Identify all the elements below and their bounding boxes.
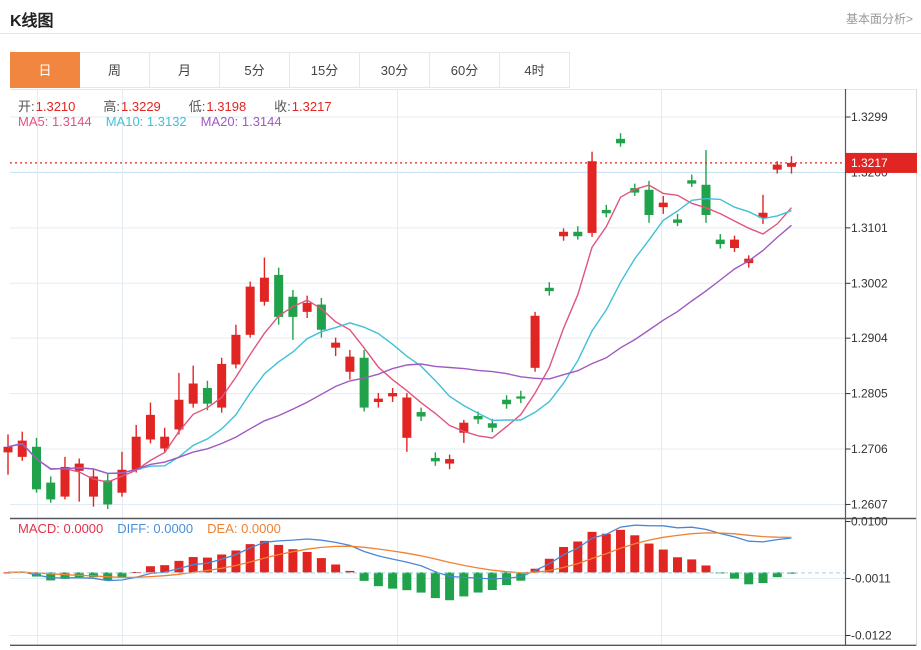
tab-月[interactable]: 月 bbox=[150, 52, 220, 88]
svg-text:1.2706: 1.2706 bbox=[851, 442, 888, 456]
svg-text:1.3299: 1.3299 bbox=[851, 110, 888, 124]
tab-5分[interactable]: 5分 bbox=[220, 52, 290, 88]
candlestick-chart[interactable]: 1.32991.32001.31011.30021.29041.28051.27… bbox=[0, 89, 921, 646]
svg-text:1.3217: 1.3217 bbox=[851, 156, 888, 170]
tab-30分[interactable]: 30分 bbox=[360, 52, 430, 88]
period-tabbar: 日周月 5分 15分 30分 60分 4时 bbox=[10, 52, 916, 90]
tab-15分[interactable]: 15分 bbox=[290, 52, 360, 88]
svg-text:1.3002: 1.3002 bbox=[851, 276, 888, 290]
page-title: K线图 bbox=[10, 13, 54, 30]
svg-text:1.3101: 1.3101 bbox=[851, 221, 888, 235]
current-price-tag bbox=[846, 152, 917, 173]
chart-area: 1.32991.32001.31011.30021.29041.28051.27… bbox=[0, 89, 921, 646]
svg-text:1.2805: 1.2805 bbox=[851, 387, 888, 401]
svg-text:1.2607: 1.2607 bbox=[851, 497, 888, 511]
svg-text:1.2904: 1.2904 bbox=[851, 331, 888, 345]
tab-4时[interactable]: 4时 bbox=[500, 52, 570, 88]
fundamental-analysis-link[interactable]: 基本面分析> bbox=[845, 12, 913, 26]
tab-周[interactable]: 周 bbox=[80, 52, 150, 88]
svg-text:-0.0122: -0.0122 bbox=[851, 629, 892, 643]
tab-60分[interactable]: 60分 bbox=[430, 52, 500, 88]
header: K线图 基本面分析> bbox=[0, 0, 921, 34]
svg-text:0.0100: 0.0100 bbox=[851, 515, 888, 529]
tab-日[interactable]: 日 bbox=[10, 52, 80, 88]
svg-text:-0.0011: -0.0011 bbox=[851, 572, 891, 586]
